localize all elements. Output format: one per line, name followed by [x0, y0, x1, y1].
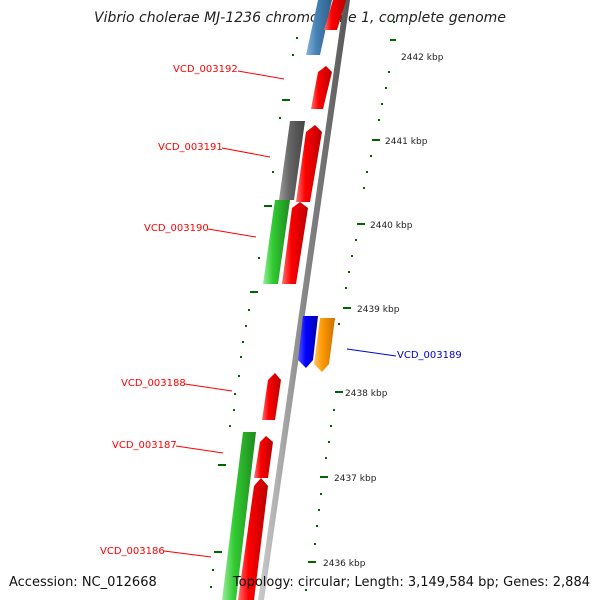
- gene-feature-red[interactable]: [238, 478, 268, 600]
- gene-label[interactable]: VCD_003186: [100, 546, 165, 557]
- map-title: Vibrio cholerae MJ-1236 chromosome 1, co…: [94, 10, 506, 26]
- gene-feature-green[interactable]: [222, 432, 256, 600]
- gene-feature-red[interactable]: [282, 202, 308, 284]
- scale-label: 2437 kbp: [334, 474, 377, 484]
- gene-label[interactable]: VCD_003188: [121, 378, 186, 389]
- gene-label[interactable]: VCD_003190: [144, 223, 209, 234]
- gene-label[interactable]: VCD_003187: [112, 440, 177, 451]
- gene-feature-red[interactable]: [296, 125, 322, 202]
- gene-feature-orange[interactable]: [314, 318, 335, 372]
- scale-label: 2439 kbp: [357, 305, 400, 315]
- gene-feature-red[interactable]: [254, 436, 273, 478]
- gene-label[interactable]: VCD_003192: [173, 64, 238, 75]
- inner-tick-track: [210, 37, 298, 588]
- gene-leader-lines: [163, 70, 397, 558]
- scale-label: 2438 kbp: [345, 389, 388, 399]
- scale-label: 2440 kbp: [370, 221, 413, 231]
- gene-feature-red[interactable]: [324, 0, 346, 30]
- scale-label: 2441 kbp: [385, 137, 428, 147]
- gene-feature-blue[interactable]: [298, 316, 318, 368]
- gene-feature-gray[interactable]: [279, 121, 305, 200]
- scale-labels: 2442 kbp 2441 kbp 2440 kbp 2439 kbp 2438…: [323, 53, 444, 569]
- accession-text: Accession: NC_012668: [9, 575, 157, 590]
- gene-feature-steel[interactable]: [306, 0, 332, 55]
- scale-label: 2442 kbp: [401, 53, 444, 63]
- gene-feature-red[interactable]: [311, 66, 332, 109]
- scale-label: 2436 kbp: [323, 559, 366, 569]
- gene-labels: VCD_003192 VCD_003191 VCD_003190 VCD_003…: [100, 64, 462, 557]
- gene-feature-red[interactable]: [262, 373, 281, 420]
- gene-label[interactable]: VCD_003189: [397, 350, 462, 361]
- gene-label[interactable]: VCD_003191: [158, 142, 223, 153]
- gene-feature-green[interactable]: [263, 200, 290, 284]
- genome-info-text: Topology: circular; Length: 3,149,584 bp…: [232, 575, 590, 590]
- outer-tick-track: [305, 21, 396, 591]
- genome-backbone: [258, 0, 350, 600]
